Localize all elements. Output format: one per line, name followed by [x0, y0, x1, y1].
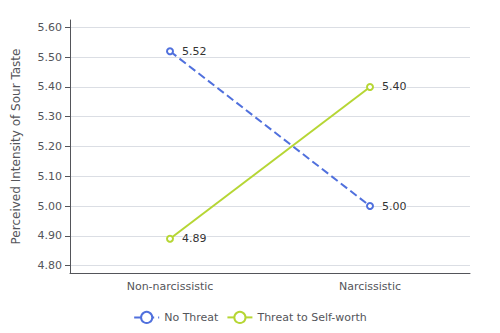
svg-text:5.50: 5.50 [38, 51, 63, 64]
svg-text:4.89: 4.89 [182, 232, 207, 245]
svg-text:5.40: 5.40 [38, 80, 63, 93]
svg-text:5.52: 5.52 [182, 45, 207, 58]
svg-text:Threat to Self-worth: Threat to Self-worth [256, 311, 366, 324]
svg-text:4.80: 4.80 [38, 259, 63, 272]
svg-text:Perceived Intensity of Sour Ta: Perceived Intensity of Sour Taste [9, 49, 23, 245]
svg-text:4.90: 4.90 [38, 229, 63, 242]
svg-text:5.60: 5.60 [38, 21, 63, 34]
svg-text:5.10: 5.10 [38, 170, 63, 183]
svg-text:5.00: 5.00 [382, 200, 407, 213]
svg-text:5.20: 5.20 [38, 140, 63, 153]
svg-text:Non-narcissistic: Non-narcissistic [127, 280, 214, 293]
svg-text:5.40: 5.40 [382, 80, 407, 93]
svg-text:Narcissistic: Narcissistic [339, 280, 401, 293]
svg-text:5.00: 5.00 [38, 200, 63, 213]
svg-text:No Threat: No Threat [164, 311, 219, 324]
svg-text:5.30: 5.30 [38, 110, 63, 123]
